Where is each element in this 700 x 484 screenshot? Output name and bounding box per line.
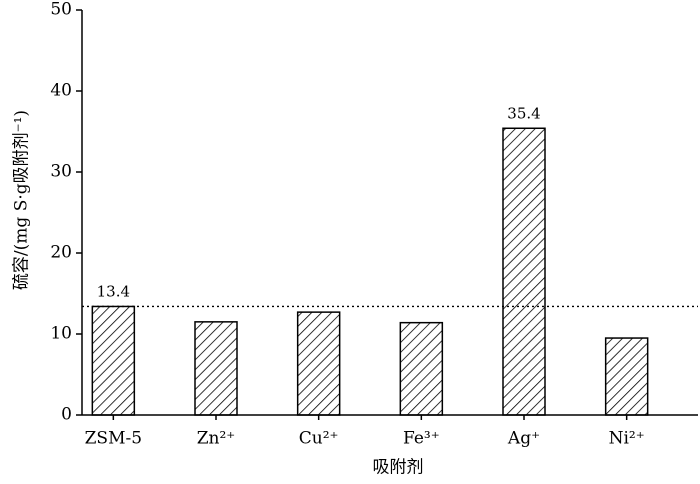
bar [296, 311, 341, 416]
value-label: 13.4 [97, 282, 130, 300]
y-tick-label: 0 [61, 405, 72, 425]
x-tick-label: Zn²⁺ [197, 429, 236, 449]
bar [91, 305, 136, 416]
y-axis-label: 硫容/(mg S·g吸附剂⁻¹) [12, 110, 32, 290]
y-tick-label: 30 [50, 162, 72, 182]
y-tick-label: 40 [50, 81, 72, 101]
y-tick-label: 20 [50, 243, 72, 263]
bar [604, 337, 649, 416]
y-tick-label: 50 [50, 0, 72, 20]
y-tick-label: 10 [50, 324, 72, 344]
bar [502, 127, 546, 416]
x-tick-label: Ag⁺ [507, 429, 540, 449]
x-tick-label: Cu²⁺ [299, 429, 339, 449]
bar [194, 321, 238, 416]
value-label: 35.4 [507, 104, 540, 122]
bar [399, 321, 444, 416]
x-tick-label: Ni²⁺ [609, 429, 645, 449]
x-tick-label: ZSM-5 [85, 429, 142, 449]
x-tick-label: Fe³⁺ [403, 429, 440, 449]
x-axis-label: 吸附剂 [373, 458, 424, 478]
